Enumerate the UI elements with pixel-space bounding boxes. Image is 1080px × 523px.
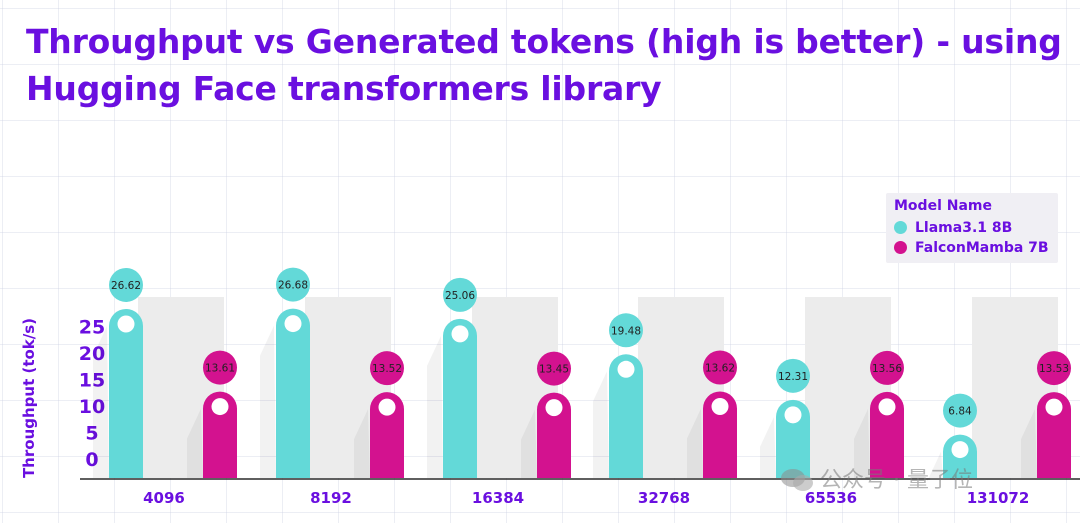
bar-knob bbox=[284, 315, 302, 333]
data-label: 13.62 bbox=[705, 363, 735, 375]
bar-knob bbox=[784, 406, 802, 424]
watermark: 公众号 · 量子位 bbox=[780, 462, 973, 494]
bar-knob bbox=[878, 398, 896, 416]
bar-shadow bbox=[1021, 409, 1037, 478]
bar-shadow bbox=[260, 325, 276, 478]
bar-shadow bbox=[427, 335, 443, 478]
data-label: 13.45 bbox=[539, 364, 569, 376]
value-bubble bbox=[109, 267, 143, 302]
bar-llama bbox=[776, 399, 810, 478]
bar-llama bbox=[109, 308, 143, 478]
legend-swatch-falconmamba bbox=[894, 241, 907, 254]
data-label: 13.56 bbox=[872, 363, 902, 375]
bar-shadow bbox=[593, 371, 609, 478]
bar-knob bbox=[617, 360, 635, 378]
bar-shadow bbox=[760, 416, 776, 478]
bar-falconmamba bbox=[203, 391, 237, 478]
bar-llama bbox=[609, 354, 643, 478]
value-bubble bbox=[1037, 351, 1071, 386]
bar-knob bbox=[117, 315, 135, 333]
wechat-icon bbox=[781, 469, 813, 491]
y-tick-label: 10 bbox=[79, 396, 105, 418]
chart-title: Throughput vs Generated tokens (high is … bbox=[26, 18, 1066, 112]
value-bubble bbox=[703, 350, 737, 385]
legend-item-falconmamba: FalconMamba 7B bbox=[894, 240, 1049, 256]
data-label: 13.61 bbox=[205, 363, 235, 375]
x-tick-label: 131072 bbox=[967, 489, 1030, 507]
bar-shadow bbox=[93, 325, 109, 478]
legend-label-falconmamba: FalconMamba 7B bbox=[915, 240, 1049, 256]
y-tick-label: 25 bbox=[79, 317, 105, 339]
x-tick-label: 8192 bbox=[310, 489, 352, 507]
bar-shadow bbox=[521, 409, 537, 478]
legend-swatch-llama bbox=[894, 221, 907, 234]
bar-shadow bbox=[854, 408, 870, 478]
value-bubble bbox=[370, 351, 404, 386]
x-tick-label: 65536 bbox=[805, 489, 857, 507]
bar-knob bbox=[451, 325, 469, 343]
value-bubble bbox=[943, 393, 977, 428]
value-bubble bbox=[537, 351, 571, 386]
value-bubble bbox=[443, 277, 477, 312]
legend: Model Name Llama3.1 8B FalconMamba 7B bbox=[886, 193, 1058, 263]
value-bubble bbox=[276, 267, 310, 302]
x-tick-label: 16384 bbox=[472, 489, 524, 507]
bar-llama bbox=[443, 318, 477, 478]
bar-knob bbox=[951, 441, 969, 459]
data-label: 6.84 bbox=[948, 406, 972, 418]
bar-shadow bbox=[354, 409, 370, 478]
data-label: 26.68 bbox=[278, 280, 308, 292]
data-label: 25.06 bbox=[445, 290, 475, 302]
bar-knob bbox=[711, 398, 729, 416]
legend-label-llama: Llama3.1 8B bbox=[915, 220, 1013, 236]
y-tick-label: 5 bbox=[85, 423, 98, 445]
y-tick-label: 15 bbox=[79, 370, 105, 392]
bar-falconmamba bbox=[370, 392, 404, 478]
value-bubble bbox=[609, 313, 643, 348]
bar-falconmamba bbox=[1037, 392, 1071, 478]
bar-knob bbox=[545, 399, 563, 417]
bar-falconmamba bbox=[870, 391, 904, 478]
title-line-2: Hugging Face transformers library bbox=[26, 69, 662, 108]
value-bubble bbox=[870, 350, 904, 385]
bar-shadow bbox=[187, 408, 203, 478]
bar-knob bbox=[1045, 398, 1063, 416]
data-label: 12.31 bbox=[778, 371, 808, 383]
data-label: 19.48 bbox=[611, 325, 641, 337]
bar-falconmamba bbox=[537, 392, 571, 478]
data-label: 26.62 bbox=[111, 280, 141, 292]
value-bubble bbox=[776, 358, 810, 393]
data-label: 13.53 bbox=[1039, 363, 1069, 375]
data-label: 13.52 bbox=[372, 363, 402, 375]
value-bubble bbox=[203, 350, 237, 385]
legend-title: Model Name bbox=[894, 198, 992, 214]
bar-shadow bbox=[687, 408, 703, 478]
bar-knob bbox=[378, 398, 396, 416]
title-line-1: Throughput vs Generated tokens (high is … bbox=[26, 22, 1062, 61]
bar-shadow bbox=[927, 451, 943, 482]
bar-falconmamba bbox=[703, 391, 737, 478]
y-tick-label: 0 bbox=[85, 449, 98, 471]
x-tick-label: 32768 bbox=[638, 489, 690, 507]
legend-item-llama: Llama3.1 8B bbox=[894, 220, 1012, 236]
y-tick-label: 20 bbox=[79, 343, 105, 365]
x-tick-label: 4096 bbox=[143, 489, 185, 507]
bar-knob bbox=[211, 398, 229, 416]
bar-llama bbox=[276, 308, 310, 478]
watermark-text: 公众号 · 量子位 bbox=[820, 468, 973, 493]
y-axis-title: Throughput (tok/s) bbox=[20, 318, 38, 478]
